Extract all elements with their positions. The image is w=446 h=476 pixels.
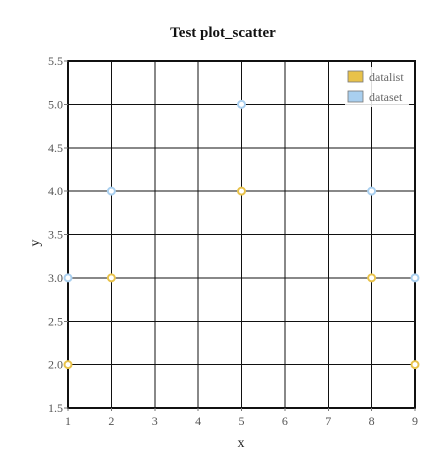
y-tick-label: 2.0 bbox=[48, 358, 63, 372]
data-points bbox=[63, 99, 420, 370]
y-tick-label: 2.5 bbox=[48, 314, 63, 328]
datalist-point bbox=[410, 360, 420, 370]
x-tick-label: 2 bbox=[108, 414, 114, 428]
datalist-point bbox=[237, 186, 246, 196]
x-tick-label: 1 bbox=[65, 414, 71, 428]
dataset-point bbox=[367, 186, 377, 196]
datalist-legend-swatch bbox=[347, 70, 364, 83]
datalist-point bbox=[63, 360, 73, 370]
dataset-point bbox=[237, 99, 246, 109]
x-tick-label: 8 bbox=[369, 414, 375, 428]
y-axis-label: y bbox=[28, 240, 43, 247]
x-tick-label: 5 bbox=[239, 414, 245, 428]
x-tick-label: 6 bbox=[282, 414, 288, 428]
legend: datalist dataset bbox=[345, 67, 409, 107]
chart-title: Test plot_scatter bbox=[170, 25, 276, 41]
y-tick-label: 3.0 bbox=[48, 271, 63, 285]
y-tick-label: 5.5 bbox=[48, 54, 63, 68]
dataset-point bbox=[410, 273, 420, 283]
x-tick-label: 7 bbox=[325, 414, 331, 428]
y-tick-label: 3.5 bbox=[48, 228, 63, 242]
x-tick-label: 3 bbox=[152, 414, 158, 428]
axis-ticks: 1 2 3 4 5 6 7 8 9 1.5 2.0 2.5 3.0 3.5 4.0 4.5 5.0 5.5 bbox=[48, 54, 418, 428]
x-tick-label: 4 bbox=[195, 414, 201, 428]
datalist-legend-label: datalist bbox=[369, 70, 404, 84]
dataset-legend-swatch bbox=[347, 90, 364, 103]
y-tick-label: 4.0 bbox=[48, 184, 63, 198]
y-tick-label: 1.5 bbox=[48, 401, 63, 415]
x-tick-label: 9 bbox=[412, 414, 418, 428]
datalist-point bbox=[106, 273, 116, 283]
plot-area: 1 2 3 4 5 6 7 8 9 1.5 2.0 2.5 3.0 3.5 4.0 4.5 5.0 5.5 data… bbox=[48, 54, 420, 428]
x-axis-label: x bbox=[238, 436, 245, 451]
dataset-point bbox=[63, 273, 73, 283]
datalist-point bbox=[367, 273, 377, 283]
y-tick-label: 5.0 bbox=[48, 97, 63, 111]
y-tick-label: 4.5 bbox=[48, 141, 63, 155]
dataset-legend-label: dataset bbox=[369, 90, 403, 104]
dataset-point bbox=[106, 186, 116, 196]
